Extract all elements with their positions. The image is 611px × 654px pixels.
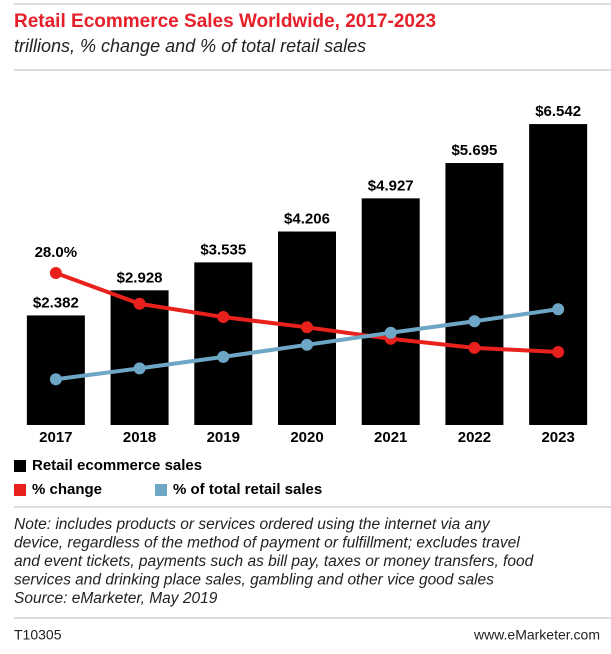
note: services and drinking place sales, gambl…	[14, 572, 494, 589]
legend-label: Retail ecommerce sales	[32, 457, 202, 474]
point	[552, 303, 565, 316]
x-tick-label: 2021	[374, 429, 407, 446]
data-label: $2.382	[33, 294, 79, 311]
data-label: 22.9%	[118, 315, 161, 332]
point	[468, 341, 481, 354]
data-label: $4.206	[284, 210, 330, 227]
point	[133, 297, 146, 310]
source: Source: eMarketer, May 2019	[14, 590, 218, 607]
data-label: 17.1%	[369, 350, 412, 367]
data-label: $6.542	[535, 103, 581, 120]
data-label: 15.6%	[453, 359, 496, 376]
data-label: 16.1%	[286, 356, 329, 373]
point	[468, 315, 481, 328]
chart-id: T10305	[14, 627, 62, 643]
bar	[110, 290, 169, 425]
data-label: $4.927	[368, 177, 414, 194]
legend-swatch	[14, 484, 26, 496]
point	[301, 321, 313, 334]
point	[217, 350, 230, 363]
data-label: $3.535	[200, 241, 246, 258]
legend-swatch	[155, 484, 167, 496]
legend-label: % of total retail sales	[173, 481, 322, 498]
data-label: $2.928	[117, 269, 163, 286]
point	[49, 266, 62, 279]
legend-label: % change	[32, 481, 102, 498]
data-label: $5.695	[451, 142, 497, 159]
point	[133, 362, 146, 375]
legend-swatch	[14, 460, 26, 472]
point	[49, 373, 62, 386]
data-label: 20.7%	[202, 288, 245, 305]
note: and event tickets, payments such as bill…	[14, 553, 535, 570]
bar	[445, 163, 504, 425]
note: device, regardless of the method of paym…	[14, 535, 520, 552]
data-label: 10.4%	[35, 390, 78, 407]
data-label: 14.1%	[202, 368, 245, 385]
data-label: 19.0%	[286, 298, 329, 315]
bar	[194, 262, 253, 425]
website: www.eMarketer.com	[473, 627, 600, 643]
point	[217, 311, 230, 324]
note: Note: includes products or services orde…	[14, 516, 491, 533]
x-tick-label: 2019	[207, 429, 240, 446]
chart-subtitle: trillions, % change and % of total retai…	[14, 36, 366, 56]
point	[384, 326, 397, 339]
data-label: 12.2%	[118, 379, 161, 396]
bar	[361, 198, 420, 425]
x-tick-label: 2022	[458, 429, 491, 446]
x-tick-label: 2020	[290, 429, 323, 446]
x-tick-label: 2023	[541, 429, 574, 446]
data-label: 20.0%	[453, 292, 496, 309]
data-label: 28.0%	[35, 244, 78, 261]
point	[301, 338, 313, 351]
x-tick-label: 2017	[39, 429, 72, 446]
bar	[26, 315, 85, 425]
point	[552, 346, 565, 359]
data-label: 22.0%	[537, 280, 580, 297]
data-label: 14.9%	[537, 363, 580, 380]
chart-title: Retail Ecommerce Sales Worldwide, 2017-2…	[14, 11, 436, 32]
data-label: 18.1%	[369, 304, 412, 321]
bar	[529, 124, 588, 426]
x-tick-label: 2018	[123, 429, 156, 446]
